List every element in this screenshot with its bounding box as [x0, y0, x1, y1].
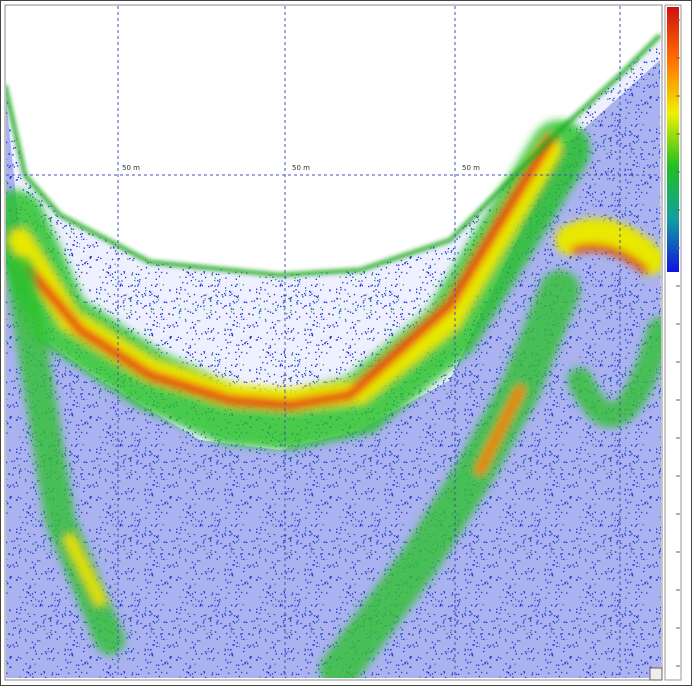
grid-label: 50 m — [292, 164, 310, 172]
scroll-button[interactable] — [649, 667, 663, 681]
sediment — [6, 60, 661, 678]
seafloor-line — [6, 33, 661, 278]
grid-label: 50 m — [122, 164, 140, 172]
color-scale-ticks — [676, 19, 680, 667]
echogram — [6, 33, 661, 678]
color-scale — [667, 7, 679, 272]
grid-label: 50 m — [462, 164, 480, 172]
grid — [6, 6, 660, 678]
